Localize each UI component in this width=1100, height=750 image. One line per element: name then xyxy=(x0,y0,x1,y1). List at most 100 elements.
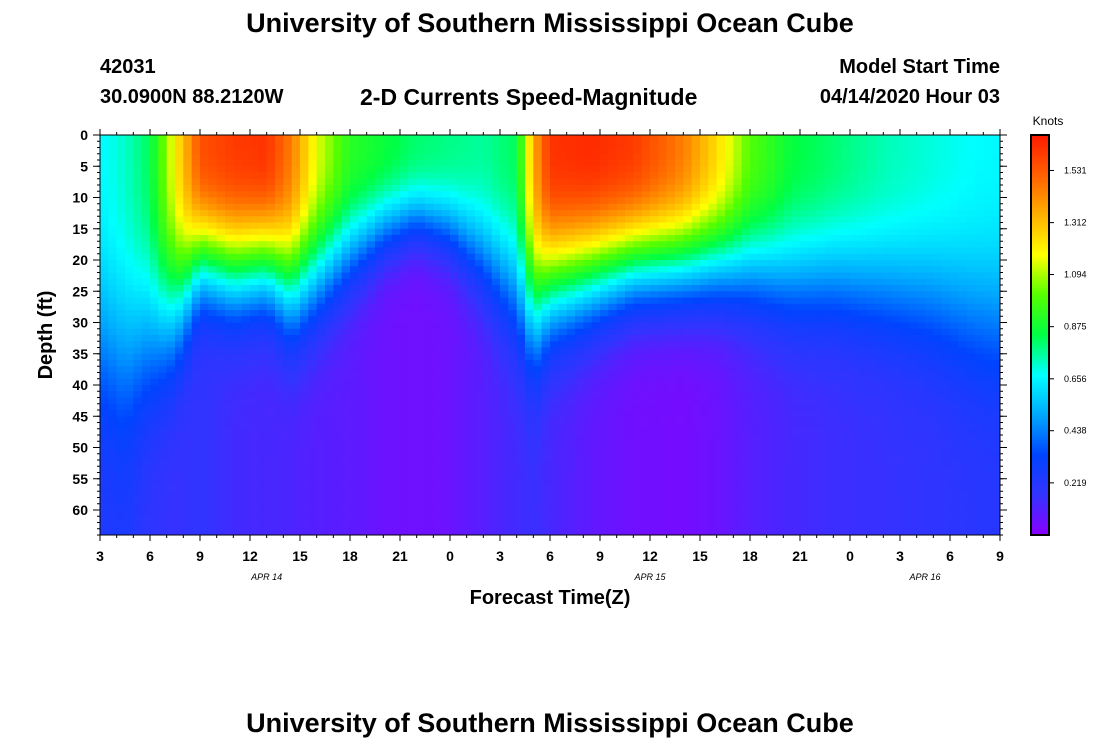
heatmap-cell xyxy=(508,410,518,417)
heatmap-cell xyxy=(458,253,468,261)
heatmap-cell xyxy=(358,191,368,199)
heatmap-cell xyxy=(608,291,618,299)
heatmap-cell xyxy=(733,160,743,167)
heatmap-cell xyxy=(100,466,109,474)
heatmap-cell xyxy=(100,472,109,480)
heatmap-cell xyxy=(141,335,151,342)
heatmap-cell xyxy=(258,372,268,380)
heatmap-cell xyxy=(391,391,401,399)
heatmap-cell xyxy=(575,160,584,167)
heatmap-cell xyxy=(533,510,543,517)
heatmap-cell xyxy=(475,528,484,535)
heatmap-cell xyxy=(508,197,518,205)
heatmap-cell xyxy=(241,453,251,461)
heatmap-cell xyxy=(616,391,626,399)
heatmap-cell xyxy=(191,460,201,467)
heatmap-cell xyxy=(183,328,193,336)
heatmap-cell xyxy=(575,472,584,480)
heatmap-cell xyxy=(558,228,568,236)
heatmap-cell xyxy=(358,447,368,455)
heatmap-cell xyxy=(141,378,151,386)
heatmap-cell xyxy=(441,516,451,524)
heatmap-cell xyxy=(191,453,201,461)
heatmap-cell xyxy=(641,510,651,517)
heatmap-cell xyxy=(466,147,476,155)
heatmap-cell xyxy=(508,191,518,199)
heatmap-cell xyxy=(600,353,609,361)
heatmap-cell xyxy=(708,266,718,274)
heatmap-cell xyxy=(683,216,693,224)
heatmap-cell xyxy=(275,516,284,524)
heatmap-cell xyxy=(166,410,176,417)
heatmap-cell xyxy=(325,297,334,305)
heatmap-cell xyxy=(658,160,668,167)
heatmap-cell xyxy=(691,297,701,305)
heatmap-cell xyxy=(225,391,234,399)
heatmap-cell xyxy=(666,166,676,174)
heatmap-cell xyxy=(591,497,601,505)
heatmap-cell xyxy=(375,203,384,211)
heatmap-cell xyxy=(583,516,593,524)
heatmap-cell xyxy=(200,453,209,461)
heatmap-cell xyxy=(225,503,234,511)
heatmap-cell xyxy=(558,322,568,330)
heatmap-cell xyxy=(425,210,434,217)
heatmap-cell xyxy=(150,197,159,205)
heatmap-cell xyxy=(666,503,676,511)
heatmap-cell xyxy=(333,397,343,405)
heatmap-cell xyxy=(550,447,559,455)
heatmap-cell xyxy=(400,353,409,361)
heatmap-cell xyxy=(733,310,743,317)
heatmap-cell xyxy=(233,472,243,480)
heatmap-cell xyxy=(616,472,626,480)
heatmap-cell xyxy=(741,216,751,224)
heatmap-cell xyxy=(191,335,201,342)
heatmap-cell xyxy=(516,447,526,455)
heatmap-cell xyxy=(475,416,484,424)
heatmap-cell xyxy=(108,428,118,436)
heatmap-cell xyxy=(308,178,318,186)
heatmap-cell xyxy=(666,241,676,249)
heatmap-cell xyxy=(666,303,676,311)
heatmap-cell xyxy=(258,147,268,155)
heatmap-cell xyxy=(425,485,434,492)
heatmap-cell xyxy=(491,197,501,205)
heatmap-cell xyxy=(383,385,393,392)
heatmap-cell xyxy=(433,441,443,449)
heatmap-cell xyxy=(333,316,343,324)
heatmap-cell xyxy=(183,528,193,535)
heatmap-cell xyxy=(591,203,601,211)
heatmap-cell xyxy=(575,422,584,430)
heatmap-cell xyxy=(575,335,584,342)
heatmap-cell xyxy=(108,453,118,461)
heatmap-cell xyxy=(283,410,293,417)
heatmap-cell xyxy=(525,266,534,274)
heatmap-cell xyxy=(533,422,543,430)
heatmap-cell xyxy=(500,228,509,236)
heatmap-cell xyxy=(508,153,518,161)
heatmap-cell xyxy=(525,528,534,535)
heatmap-cell xyxy=(316,278,326,286)
heatmap-cell xyxy=(616,185,626,192)
heatmap-cell xyxy=(508,372,518,380)
heatmap-cell xyxy=(166,303,176,311)
heatmap-cell xyxy=(108,216,118,224)
heatmap-cell xyxy=(125,241,134,249)
heatmap-cell xyxy=(241,385,251,392)
heatmap-cell xyxy=(333,391,343,399)
heatmap-cell xyxy=(400,491,409,499)
station-id: 42031 xyxy=(100,56,156,78)
heatmap-cell xyxy=(258,397,268,405)
heatmap-cell xyxy=(191,303,201,311)
heatmap-cell xyxy=(183,391,193,399)
heatmap-cell xyxy=(350,210,359,217)
heatmap-cell xyxy=(658,360,668,367)
heatmap-cell xyxy=(558,197,568,205)
heatmap-cell xyxy=(316,203,326,211)
heatmap-cell xyxy=(608,378,618,386)
heatmap-cell xyxy=(175,366,184,374)
heatmap-cell xyxy=(308,141,318,149)
heatmap-cell xyxy=(733,466,743,474)
heatmap-cell xyxy=(116,172,126,180)
heatmap-cell xyxy=(341,141,351,149)
